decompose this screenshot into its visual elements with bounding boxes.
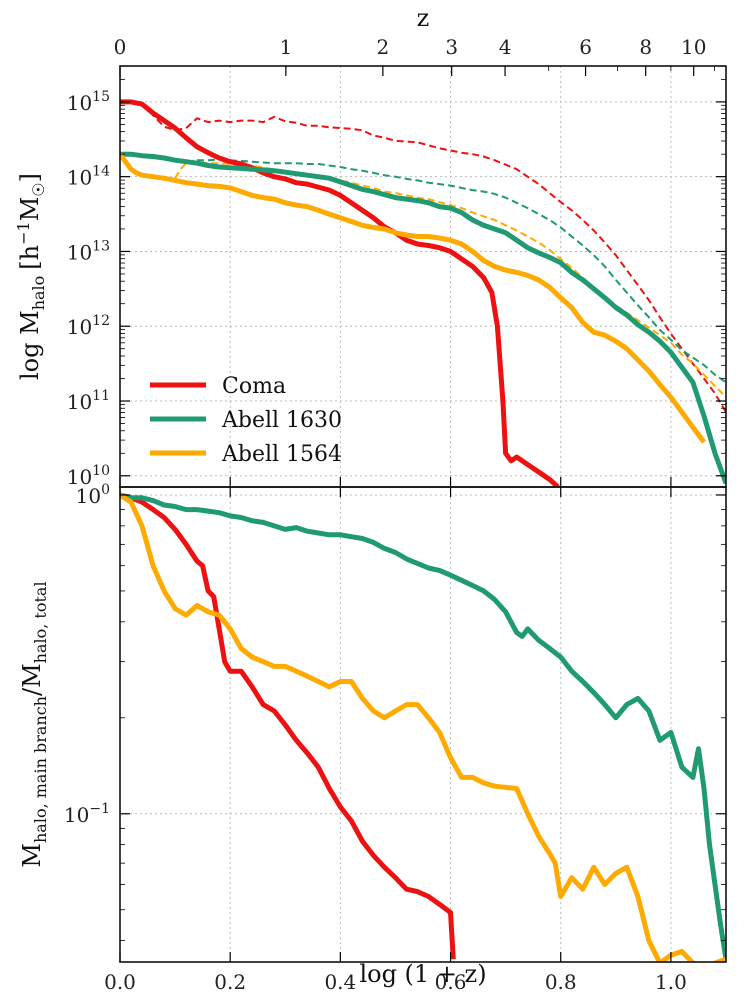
top-y-tick-label: 1015 bbox=[67, 89, 110, 115]
top-z-tick-label: 6 bbox=[579, 35, 592, 59]
legend: Coma Abell 1630 Abell 1564 bbox=[150, 374, 342, 467]
top-axis-label: z bbox=[417, 4, 430, 32]
ylabel-unit-sub: ☉ bbox=[29, 182, 48, 196]
top-y-tick-label: 1012 bbox=[67, 313, 110, 339]
top-series-abell-1630-total bbox=[185, 158, 726, 384]
top-grid bbox=[119, 66, 726, 487]
top-y-tick-label: 1010 bbox=[67, 463, 110, 489]
top-y-tick-label: 1014 bbox=[67, 164, 110, 190]
bottom-panel: 0.0 0.2 0.4 0.6 0.8 1.0 100 10−1 log (1 + z) Mh… bbox=[18, 482, 727, 992]
top-ticks: 1010 1011 1012 1013 1014 1015 0 1 2 3 4 6 8 10 bbox=[67, 35, 726, 489]
ylabel-unit-open: [h bbox=[16, 245, 44, 270]
bottom-series-abell-1630 bbox=[120, 492, 726, 960]
top-y-tick-label: 1011 bbox=[67, 388, 110, 414]
top-z-tick-label: 3 bbox=[445, 35, 458, 59]
top-panel: 1010 1011 1012 1013 1014 1015 0 1 2 3 4 6 8 10 Coma Ab… bbox=[14, 4, 727, 489]
legend-label: Coma bbox=[222, 374, 286, 399]
x-tick-label: 0.6 bbox=[435, 970, 467, 992]
bottom-series-abell-1564 bbox=[120, 492, 726, 962]
bottom-series-group bbox=[120, 492, 726, 962]
top-series-abell-1564 bbox=[120, 152, 707, 444]
top-plot-frame bbox=[119, 65, 727, 488]
top-series-abell-1630 bbox=[120, 151, 726, 485]
top-series-coma bbox=[120, 99, 560, 487]
bottom-y-tick-label: 10−1 bbox=[64, 801, 110, 827]
ylabel-unit-close: ] bbox=[16, 173, 44, 182]
ylabel-main: log M bbox=[16, 310, 44, 380]
ylabel-unit-m: M bbox=[16, 197, 44, 222]
x-tick-label: 0.2 bbox=[214, 970, 246, 992]
ylabel2-slash: / bbox=[18, 687, 46, 696]
bottom-y-tick-label: 100 bbox=[76, 482, 110, 508]
ylabel2-m2: M bbox=[18, 663, 46, 688]
legend-label: Abell 1564 bbox=[221, 442, 342, 467]
ylabel-sub: halo bbox=[29, 276, 48, 311]
top-z-tick-label: 10 bbox=[681, 35, 706, 59]
top-series-coma-total bbox=[120, 100, 726, 413]
x-axis-label: log (1 + z) bbox=[359, 960, 486, 988]
ylabel-sup: −1 bbox=[14, 221, 33, 245]
top-z-tick-label: 2 bbox=[376, 35, 389, 59]
x-tick-label: 0.4 bbox=[324, 970, 356, 992]
ylabel2-m1: M bbox=[18, 843, 46, 868]
top-z-tick-label: 4 bbox=[499, 35, 512, 59]
top-z-tick-label: 0 bbox=[114, 35, 127, 59]
bottom-plot-frame bbox=[119, 486, 727, 963]
top-series-group bbox=[120, 99, 726, 487]
bottom-y-axis-label: Mhalo, main branch/Mhalo, total bbox=[18, 581, 50, 867]
top-y-tick-label: 1013 bbox=[67, 238, 110, 264]
top-z-tick-label: 1 bbox=[279, 35, 292, 59]
ylabel2-sub2: halo, total bbox=[31, 581, 50, 663]
legend-label: Abell 1630 bbox=[221, 408, 342, 433]
bottom-series-coma bbox=[120, 492, 456, 960]
top-y-axis-label: log Mhalo [h−1M☉] bbox=[14, 173, 48, 380]
top-z-tick-label: 8 bbox=[639, 35, 652, 59]
x-tick-label: 1.0 bbox=[655, 970, 687, 992]
x-tick-label: 0.8 bbox=[545, 970, 577, 992]
x-tick-label: 0.0 bbox=[104, 970, 136, 992]
top-series-abell-1564-total bbox=[174, 160, 726, 398]
bottom-ticks: 0.0 0.2 0.4 0.6 0.8 1.0 100 10−1 bbox=[64, 482, 726, 992]
ylabel2-sub1: halo, main branch bbox=[31, 696, 50, 843]
